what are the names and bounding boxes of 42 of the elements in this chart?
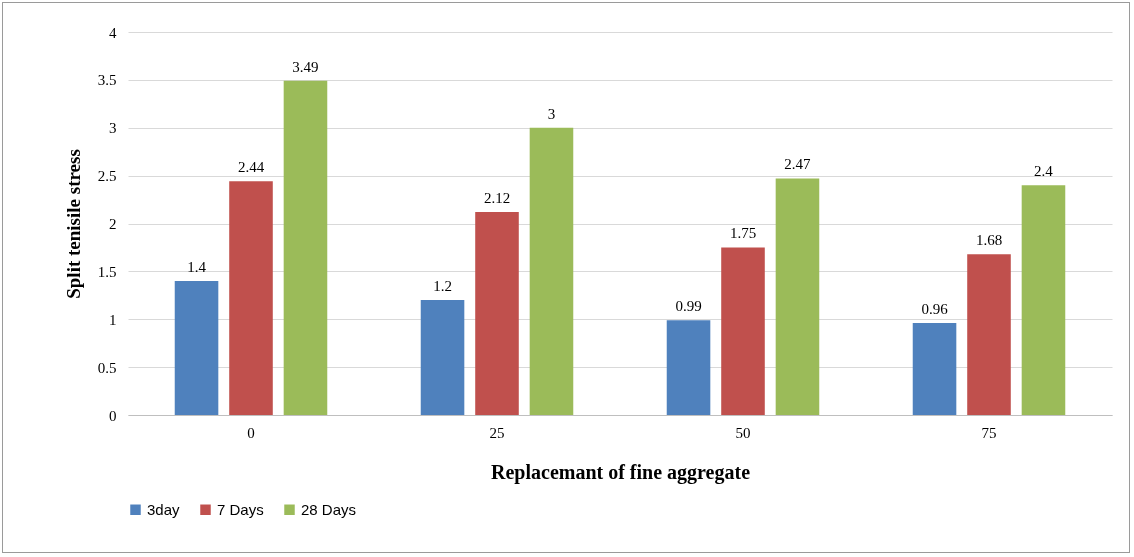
y-tick-label: 2 <box>109 216 117 232</box>
x-tick-label: 0 <box>247 424 255 441</box>
data-label: 2.12 <box>483 190 511 207</box>
y-tick-label: 1.5 <box>97 263 117 280</box>
bar <box>420 300 465 415</box>
data-label: 2.44 <box>237 159 265 176</box>
y-tick-label: 0.5 <box>97 359 117 376</box>
y-tick-label: 2.5 <box>97 168 117 185</box>
data-label: 1.68 <box>975 232 1003 249</box>
data-label: 1.75 <box>729 225 757 242</box>
y-tick-label: 1 <box>109 311 117 328</box>
bar <box>475 212 519 415</box>
legend-label: 28 Days <box>301 500 357 518</box>
bar <box>283 80 328 415</box>
y-tick-label: 0 <box>109 407 117 424</box>
y-tick-label: 4 <box>109 24 117 41</box>
bar <box>174 280 219 415</box>
bar <box>721 247 765 415</box>
bar <box>1021 185 1066 415</box>
bar <box>666 320 711 415</box>
data-label: 1.2 <box>433 278 452 295</box>
x-tick-label: 25 <box>489 424 505 441</box>
y-tick-label: 3 <box>109 120 117 137</box>
x-axis-title: Replacemant of fine aggregate <box>490 460 751 484</box>
bar <box>775 178 820 415</box>
bar <box>912 323 957 415</box>
data-label: 3 <box>547 105 556 122</box>
x-tick-label: 50 <box>735 424 751 441</box>
legend-label: 3day <box>147 500 181 518</box>
data-label: 2.4 <box>1034 163 1054 180</box>
legend-label: 7 Days <box>217 500 264 518</box>
x-tick-label: 75 <box>981 424 997 441</box>
y-axis-title: Split tenisile stress <box>62 149 84 299</box>
bar <box>229 181 273 415</box>
data-label: 3.49 <box>292 58 319 75</box>
data-label: 0.99 <box>675 298 702 315</box>
bar <box>967 254 1011 415</box>
data-label: 1.4 <box>187 258 207 275</box>
data-label: 2.47 <box>784 156 812 173</box>
y-tick-label: 3.5 <box>97 72 117 89</box>
data-label: 0.96 <box>921 301 949 318</box>
bar <box>529 127 574 415</box>
